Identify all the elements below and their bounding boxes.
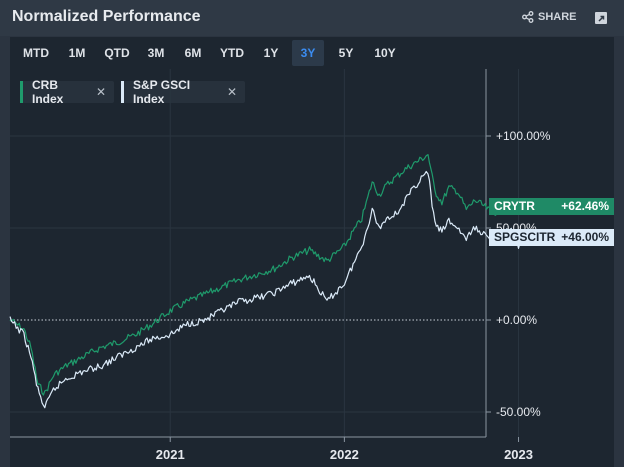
range-10y[interactable]: 10Y	[374, 46, 396, 60]
y-tick-label-3: +100.00%	[496, 129, 551, 143]
end-tag-gsci: SPGSCITR +46.00%	[489, 229, 614, 246]
range-3m[interactable]: 3M	[147, 46, 165, 60]
range-3y[interactable]: 3Y	[292, 40, 324, 66]
remove-crb-icon[interactable]: ✕	[95, 85, 106, 99]
x-tick-label-1: 2022	[330, 447, 359, 462]
legend-color-gsci	[121, 81, 124, 103]
share-icon	[522, 11, 534, 23]
page-title: Normalized Performance	[12, 8, 201, 25]
legend-label-crb: CRB Index	[32, 78, 64, 106]
end-tag-value-crb: +62.46%	[561, 199, 609, 213]
share-button[interactable]: SHARE	[522, 11, 577, 23]
y-tick-label-1: +0.00%	[496, 313, 537, 327]
plot-area	[10, 69, 614, 467]
range-qtd[interactable]: QTD	[104, 46, 130, 60]
y-tick-label-0: -50.00%	[496, 405, 541, 419]
range-5y[interactable]: 5Y	[338, 46, 354, 60]
range-1m[interactable]: 1M	[68, 46, 86, 60]
popout-button[interactable]	[595, 12, 607, 24]
legend-chip-crb: CRB Index ✕	[20, 78, 114, 106]
range-mtd[interactable]: MTD	[23, 46, 49, 60]
legend-chip-gsci: S&P GSCI Index ✕	[121, 78, 245, 106]
range-ytd[interactable]: YTD	[220, 46, 244, 60]
header-bar: Normalized Performance SHARE	[0, 0, 624, 36]
legend-color-crb	[20, 81, 23, 103]
legend-label-gsci: S&P GSCI Index	[133, 78, 191, 106]
series-line-crb	[9, 154, 527, 396]
range-1y[interactable]: 1Y	[263, 46, 279, 60]
end-tag-value-gsci: +46.00%	[561, 230, 609, 244]
share-label: SHARE	[538, 11, 577, 23]
range-6m[interactable]: 6M	[184, 46, 202, 60]
external-link-icon	[598, 15, 605, 22]
remove-gsci-icon[interactable]: ✕	[226, 85, 237, 99]
x-tick-label-0: 2021	[156, 447, 185, 462]
end-tag-crb: CRYTR +62.46%	[489, 198, 614, 215]
series-line-gsci	[9, 170, 527, 409]
end-tag-ticker-crb: CRYTR	[494, 199, 535, 213]
x-tick-label-2: 2023	[504, 447, 533, 462]
end-tag-ticker-gsci: SPGSCITR	[494, 230, 556, 244]
range-toolbar: MTD 1M QTD 3M 6M YTD 1Y 3Y 5Y 10Y	[10, 37, 614, 69]
